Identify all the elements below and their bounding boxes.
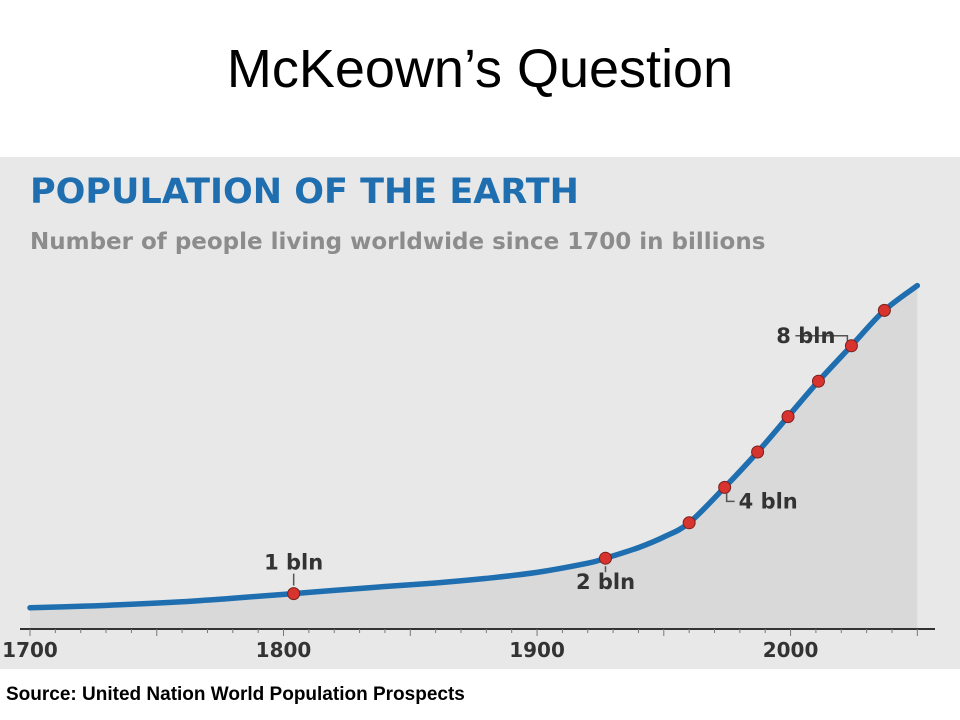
x-tick-label: 1800 [256, 638, 312, 662]
annotation-leader [725, 493, 735, 503]
slide-title: McKeown’s Question [226, 39, 734, 99]
annotation-label: 1 bln [264, 551, 323, 575]
x-tick-label: 2000 [763, 638, 819, 662]
annotation-label: 2 bln [576, 570, 635, 594]
data-point [287, 587, 301, 601]
x-tick-label: 1900 [509, 638, 565, 662]
population-chart: POPULATION OF THE EARTH Number of people… [0, 157, 960, 669]
source-note: Source: United Nation World Population P… [6, 684, 465, 705]
data-point [598, 551, 612, 565]
population-chart-svg: POPULATION OF THE EARTH Number of people… [2, 172, 935, 662]
area-fill [30, 285, 918, 629]
x-tick-label: 1700 [2, 638, 58, 662]
annotation-label: 4 bln [739, 489, 798, 513]
data-point [844, 339, 858, 353]
data-point [781, 410, 795, 424]
data-point [718, 480, 732, 494]
chart-subtitle: Number of people living worldwide since … [30, 229, 765, 255]
data-point [751, 445, 765, 459]
plot-area: 1700 1800 1900 2000 1 bln 2 bln 4 bln 8 bln [2, 282, 935, 662]
population-line [27, 282, 921, 611]
chart-title: POPULATION OF THE EARTH [30, 172, 579, 212]
annotation-label: 8 bln [776, 324, 835, 348]
annotation-leader [795, 335, 849, 342]
data-point [682, 516, 696, 530]
data-point [811, 374, 825, 388]
data-point [877, 303, 891, 317]
